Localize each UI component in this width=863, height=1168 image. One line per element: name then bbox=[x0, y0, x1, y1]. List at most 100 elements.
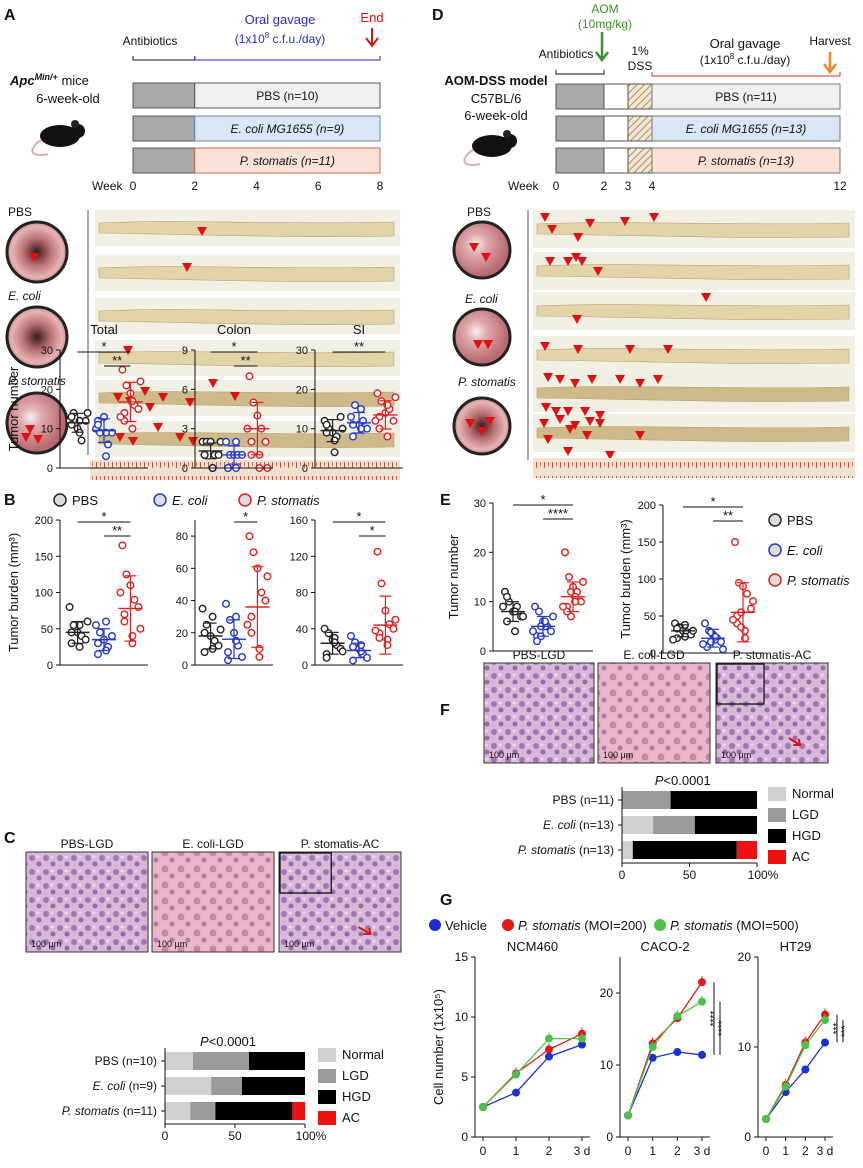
y-tick-label: 9 bbox=[182, 345, 188, 357]
tumor-arrowhead-icon bbox=[585, 219, 595, 228]
bar-segment bbox=[165, 1077, 212, 1095]
model-label: AOM-DSS model bbox=[444, 73, 547, 88]
tumor-arrowhead-icon bbox=[595, 411, 605, 420]
y-tick-label: 0 bbox=[606, 1130, 613, 1144]
tumor-arrowhead-icon bbox=[543, 373, 553, 382]
y-tick-label: 0 bbox=[182, 463, 188, 475]
treatment-bar bbox=[194, 115, 381, 142]
week-tick: 2 bbox=[601, 179, 608, 193]
tumor-arrowhead-icon bbox=[140, 387, 150, 396]
tumor-arrowhead-icon bbox=[571, 253, 581, 262]
antibiotics-label: Antibiotics bbox=[539, 47, 594, 61]
dss-bar bbox=[627, 147, 653, 174]
data-point bbox=[93, 420, 102, 429]
dose-base: (1x10 bbox=[700, 53, 730, 67]
data-point bbox=[136, 624, 145, 633]
mouse-tail bbox=[463, 149, 481, 166]
data-point bbox=[351, 401, 360, 410]
y-tick-label: 10 bbox=[296, 424, 308, 436]
significance-label: **** bbox=[717, 1020, 728, 1036]
data-point bbox=[371, 416, 380, 425]
data-point bbox=[93, 650, 102, 659]
gavage-bracket bbox=[194, 56, 381, 61]
legend-rest: (MOI=200) bbox=[581, 918, 647, 933]
data-point bbox=[699, 640, 708, 649]
week-tick: 0 bbox=[553, 179, 560, 193]
chart-B-si bbox=[320, 389, 400, 457]
antibiotic-bar bbox=[555, 147, 605, 174]
harvest-arrow-icon bbox=[823, 52, 837, 75]
x-tick-label: 2 bbox=[546, 1144, 553, 1158]
endoscopy-frame bbox=[5, 305, 69, 369]
data-point bbox=[245, 372, 254, 381]
dose-unit: c.f.u./day) bbox=[269, 32, 325, 46]
data-point bbox=[67, 412, 76, 421]
legend-marker bbox=[654, 919, 666, 931]
group-label: P. stomatis (n=11) bbox=[240, 154, 335, 168]
y-tick-label: 40 bbox=[296, 624, 308, 636]
series-line bbox=[765, 1042, 826, 1120]
data-point bbox=[101, 617, 110, 626]
bar-segment bbox=[622, 841, 633, 859]
data-point bbox=[519, 612, 528, 621]
significance-label: * bbox=[710, 494, 715, 509]
bar-segment bbox=[653, 816, 695, 834]
data-point bbox=[821, 1016, 829, 1024]
bar-segment bbox=[736, 841, 757, 859]
scale-bar-label: 100 μm bbox=[157, 939, 187, 949]
week-tick: 0 bbox=[130, 179, 137, 193]
legend-swatch bbox=[768, 787, 786, 801]
scale-bar-label: 100 μm bbox=[31, 939, 61, 949]
colon-tissue bbox=[536, 386, 850, 402]
legend-label: PBS bbox=[72, 493, 98, 508]
tumor-arrowhead-icon bbox=[587, 375, 597, 384]
legend-swatch bbox=[768, 829, 786, 843]
dss-bar bbox=[627, 115, 653, 142]
histology-label: PBS-LGD bbox=[513, 648, 566, 662]
legend-swatch bbox=[768, 808, 786, 822]
y-tick-label: 200 bbox=[35, 515, 53, 527]
y-tick-label: 80 bbox=[176, 531, 188, 543]
tumor-arrowhead-icon bbox=[563, 447, 573, 456]
significance-label: ** bbox=[723, 508, 733, 523]
p-value: <0.0001 bbox=[209, 1034, 256, 1049]
bar-segment bbox=[190, 1102, 216, 1120]
colon-tissue bbox=[98, 309, 395, 325]
bar-segment bbox=[694, 816, 757, 834]
antibiotic-bar bbox=[555, 115, 605, 142]
antibiotic-bar bbox=[132, 115, 196, 142]
data-point bbox=[373, 547, 382, 556]
series-line bbox=[765, 1019, 826, 1120]
y-tick-label: 0 bbox=[47, 660, 53, 672]
series-line bbox=[482, 1043, 583, 1108]
x-tick-label: 3 d bbox=[694, 1144, 711, 1158]
tumor-arrowhead-icon bbox=[547, 225, 557, 234]
mouse-body bbox=[40, 125, 80, 147]
significance-label: * bbox=[356, 509, 361, 524]
y-tick-label: 0 bbox=[47, 463, 53, 475]
legend-label: Normal bbox=[342, 1047, 384, 1062]
endoscopy-frame bbox=[452, 396, 512, 456]
tumor-arrowhead-icon bbox=[701, 293, 711, 302]
category-label: PBS (n=11) bbox=[553, 793, 614, 807]
y-axis-label: Cell number (1x10⁵) bbox=[431, 989, 446, 1105]
aom-bar bbox=[603, 147, 629, 174]
data-point bbox=[223, 648, 232, 657]
x-tick-label: 2 bbox=[802, 1144, 809, 1158]
y-tick-label: 100 bbox=[35, 588, 53, 600]
series-line bbox=[482, 1037, 582, 1108]
data-point bbox=[257, 588, 266, 597]
data-point bbox=[375, 633, 384, 642]
chart-title: Total bbox=[90, 322, 118, 337]
legend-marker bbox=[53, 493, 67, 507]
data-point bbox=[698, 978, 706, 987]
data-point bbox=[116, 412, 125, 421]
category-name: E. coli bbox=[543, 818, 576, 832]
legend-marker bbox=[502, 919, 514, 931]
panel-label-g: G bbox=[440, 892, 452, 909]
data-point bbox=[322, 653, 331, 662]
colon-tissue bbox=[536, 304, 850, 320]
mouse-strain-suffix: mice bbox=[58, 73, 89, 88]
y-tick-label: 15 bbox=[455, 950, 469, 964]
antibiotic-bar bbox=[132, 82, 196, 109]
